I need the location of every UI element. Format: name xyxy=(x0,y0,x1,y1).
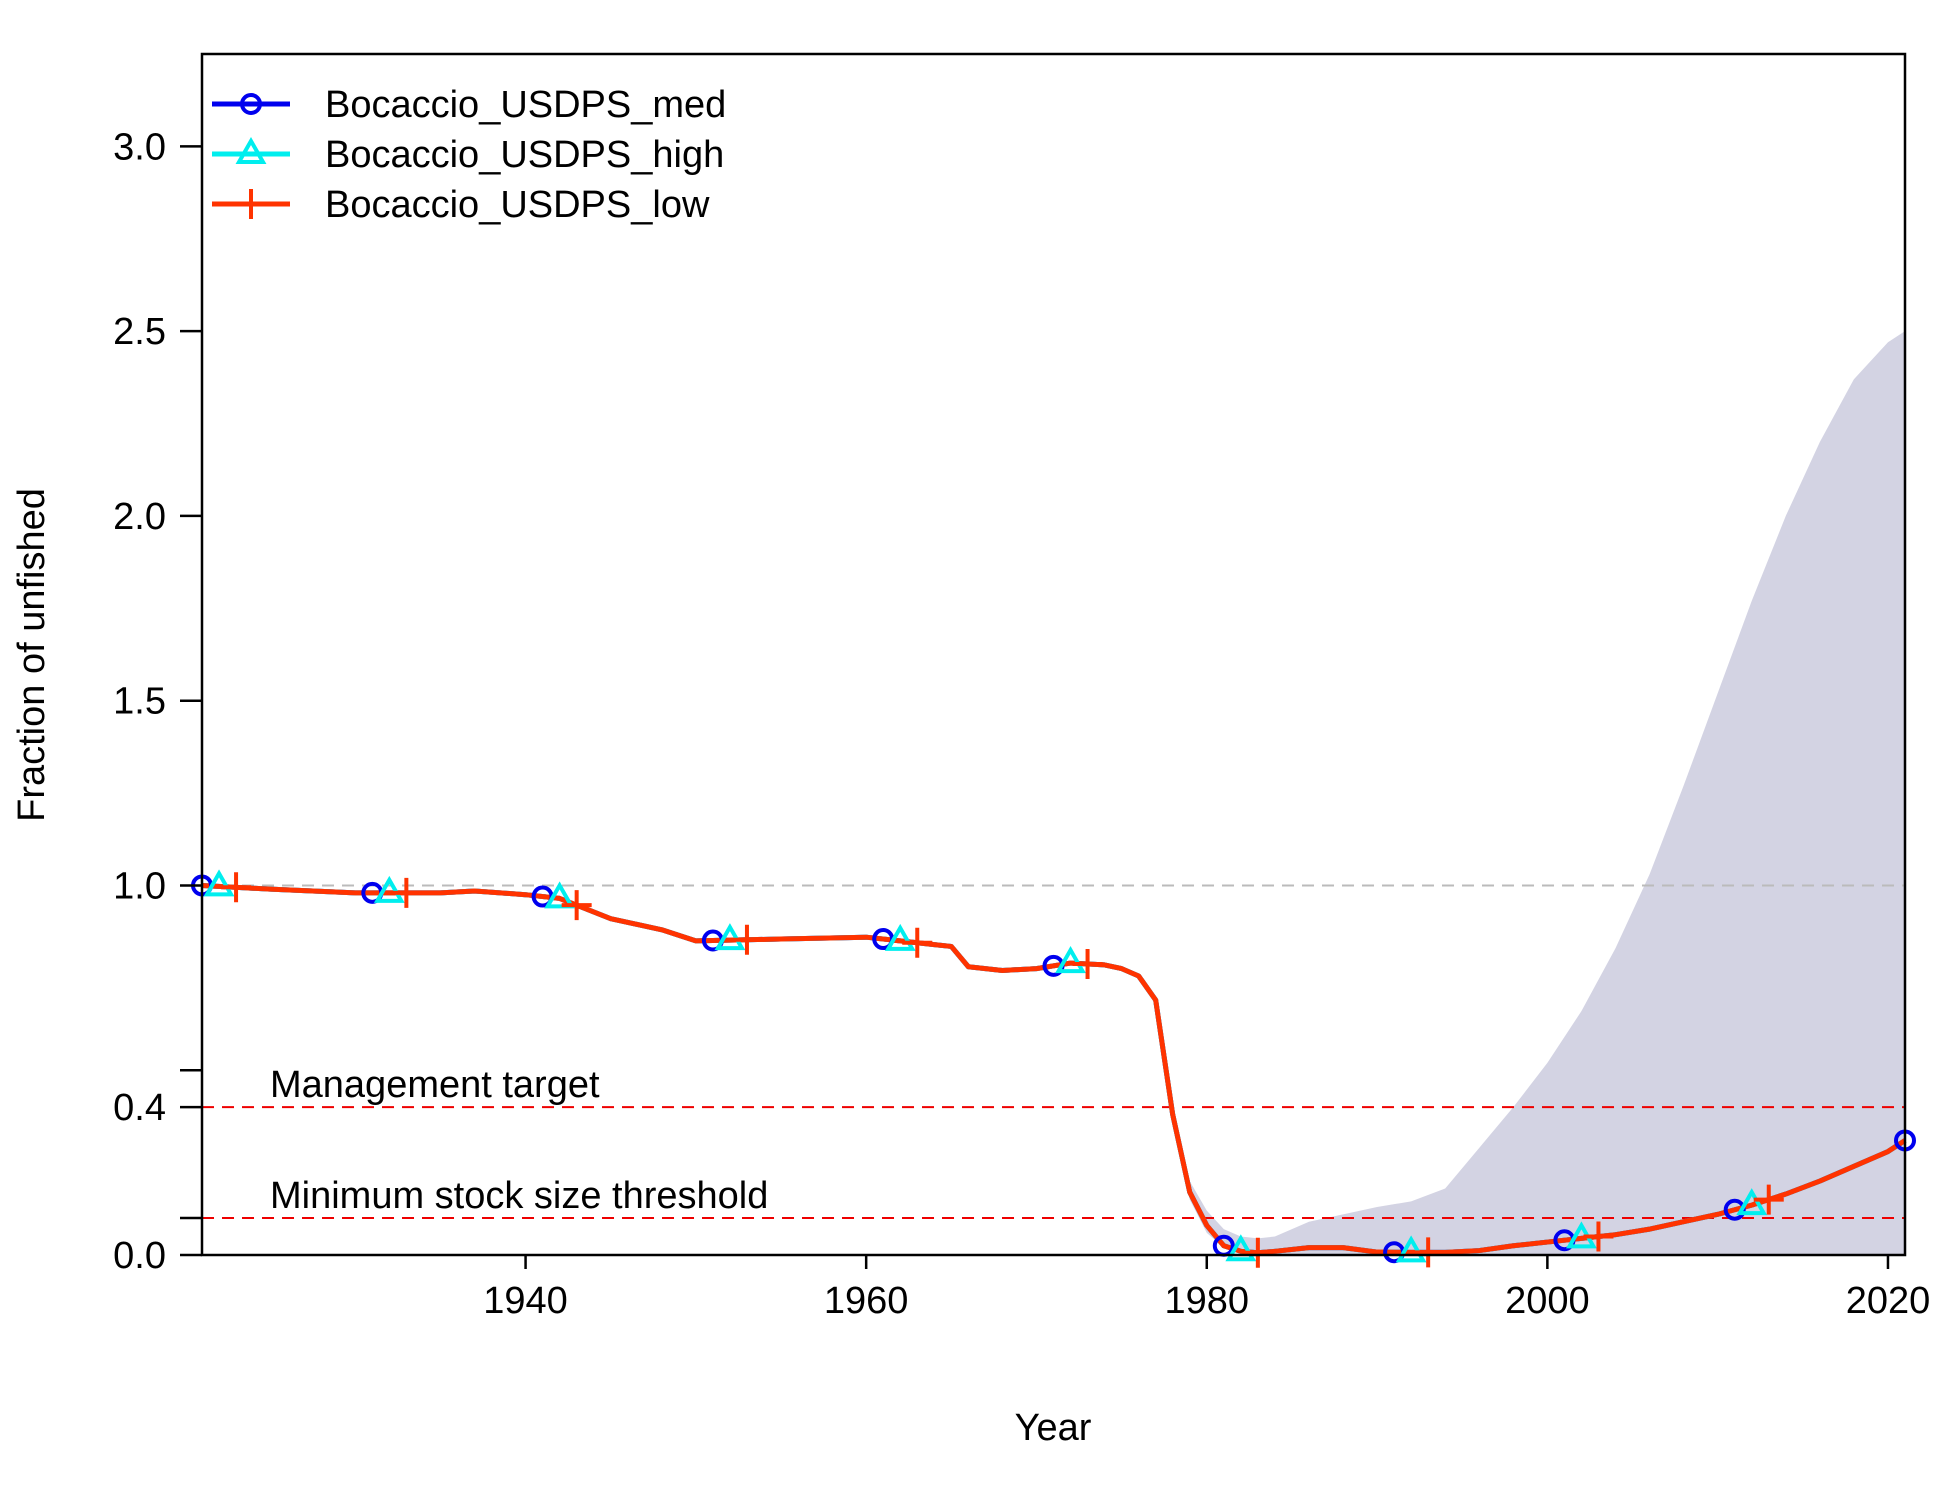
series-1-marker-0 xyxy=(203,869,235,897)
plot-frame xyxy=(200,52,1907,1257)
y-tick-label-0: 0.0 xyxy=(113,1235,166,1277)
y-tick-label-3: 1.5 xyxy=(113,681,166,723)
y-tick-label-5: 2.5 xyxy=(113,311,166,353)
series-2-marker-4 xyxy=(902,927,933,958)
series-2-marker-2 xyxy=(561,890,592,921)
reference-line-label-1: Management target xyxy=(270,1064,600,1106)
series-1-marker-9 xyxy=(1736,1188,1768,1216)
x-tick-label-2: 1980 xyxy=(1164,1280,1249,1322)
series-2-marker-0 xyxy=(221,872,252,903)
uncertainty-interval-layer xyxy=(1172,331,1905,1256)
legend-label-2: Bocaccio_USDPS_low xyxy=(325,184,710,226)
y-tick-label-1: 0.4 xyxy=(113,1087,166,1129)
legend-label-1: Bocaccio_USDPS_high xyxy=(325,134,724,176)
reference-line-layer: Management target Minimum stock size thre… xyxy=(202,884,1905,1220)
series-2-marker-6 xyxy=(1242,1237,1273,1268)
series-1-marker-2 xyxy=(544,881,576,909)
y-tick-label-2: 1.0 xyxy=(113,865,166,907)
legend-marker-0 xyxy=(240,93,262,115)
x-axis-title: Year xyxy=(1015,1407,1092,1449)
legend: Bocaccio_USDPS_med Bocaccio_USDPS_high Boc… xyxy=(212,84,726,226)
x-tick-label-3: 2000 xyxy=(1505,1280,1590,1322)
series-1-marker-3 xyxy=(714,923,746,951)
x-tick-label-1: 1960 xyxy=(824,1280,909,1322)
x-tick-label-0: 1940 xyxy=(483,1280,568,1322)
reference-line-label-2: Minimum stock size threshold xyxy=(270,1175,768,1217)
series-1-marker-6 xyxy=(1225,1234,1257,1262)
series-2-marker-9 xyxy=(1753,1184,1784,1215)
series-2-marker-1 xyxy=(391,877,422,908)
series-2-marker-7 xyxy=(1413,1237,1444,1268)
series-1-marker-7 xyxy=(1395,1235,1427,1263)
legend-marker-1 xyxy=(235,136,267,164)
series-layer xyxy=(191,869,1916,1268)
series-1-marker-5 xyxy=(1055,946,1086,974)
y-axis-title: Fraction of unfished xyxy=(11,488,53,822)
y-tick-label-4: 2.0 xyxy=(113,496,166,538)
legend-marker-2 xyxy=(236,189,266,219)
uncertainty-interval-band xyxy=(1172,331,1905,1256)
series-1-marker-4 xyxy=(884,923,916,951)
axes-layer: 1940 1960 1980 2000 2020 0.0 0.4 1.0 1.5 2.0 2.5 3.… xyxy=(113,52,1931,1322)
y-tick-label-6: 3.0 xyxy=(113,126,166,168)
series-2-marker-3 xyxy=(731,924,762,955)
x-tick-label-4: 2020 xyxy=(1846,1280,1931,1322)
series-2-marker-8 xyxy=(1583,1221,1614,1252)
legend-label-0: Bocaccio_USDPS_med xyxy=(325,84,726,126)
series-1-marker-1 xyxy=(373,875,405,903)
series-2-marker-5 xyxy=(1072,948,1103,979)
series-line-2 xyxy=(201,882,1907,1256)
